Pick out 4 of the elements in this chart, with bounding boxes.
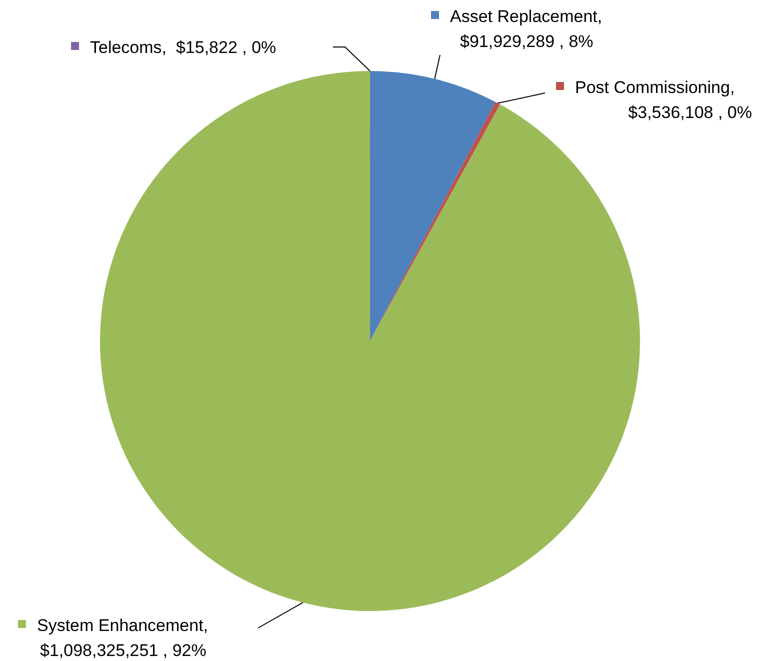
legend-label: Asset Replacement, $91,929,289 , 8%: [450, 7, 602, 51]
legend-label: Telecoms, $15,822 , 0%: [90, 38, 276, 57]
legend-label: System Enhancement, $1,098,325,251 , 92%: [37, 616, 208, 660]
legend-label: Post Commissioning, $3,536,108 , 0%: [575, 78, 752, 122]
